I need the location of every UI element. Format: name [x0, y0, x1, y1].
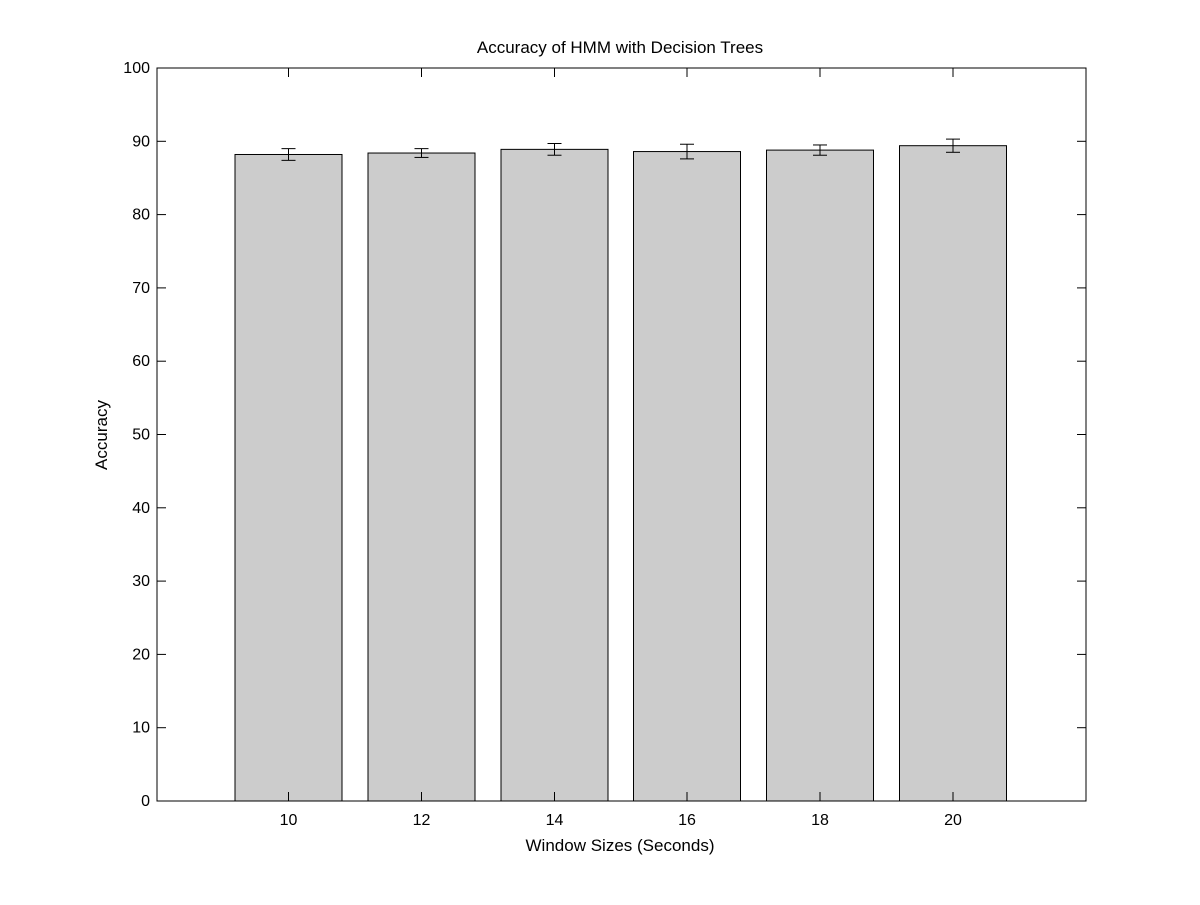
- bar-16: [633, 151, 741, 802]
- y-tick-label: 0: [141, 793, 150, 810]
- bar-20: [899, 145, 1007, 802]
- y-tick-label: 90: [132, 133, 150, 150]
- y-tick-label: 100: [123, 60, 150, 77]
- y-tick-label: 30: [132, 573, 150, 590]
- y-axis: 0 10 20 30 40 50 60 70 80 90 100: [123, 60, 1086, 810]
- x-tick-label: 20: [944, 812, 962, 829]
- chart-title: Accuracy of HMM with Decision Trees: [477, 38, 763, 57]
- y-tick-label: 60: [132, 353, 150, 370]
- y-tick-label: 10: [132, 720, 150, 737]
- bar-14: [500, 148, 609, 802]
- y-tick-label: 80: [132, 207, 150, 224]
- error-bar-12: [414, 148, 429, 158]
- x-tick-label: 14: [546, 812, 564, 829]
- y-axis-label: Accuracy: [92, 400, 111, 470]
- error-bar-10: [281, 148, 296, 161]
- y-tick-label: 50: [132, 427, 150, 444]
- error-bar-20: [946, 138, 960, 153]
- x-axis: 10 12 14 16 18 20: [280, 68, 962, 829]
- x-tick-label: 12: [413, 812, 431, 829]
- error-bar-14: [547, 142, 562, 156]
- y-tick-label: 70: [132, 280, 150, 297]
- x-tick-label: 10: [280, 812, 298, 829]
- bar-10: [234, 153, 343, 802]
- bar-18: [766, 149, 874, 802]
- bar-12: [367, 152, 476, 802]
- x-tick-label: 18: [811, 812, 829, 829]
- error-bars-layer: [281, 138, 960, 161]
- y-tick-label: 40: [132, 500, 150, 517]
- x-axis-label: Window Sizes (Seconds): [526, 836, 715, 855]
- error-bar-18: [813, 144, 827, 156]
- bars-layer: [234, 145, 1007, 802]
- y-tick-label: 20: [132, 646, 150, 663]
- x-tick-label: 16: [678, 812, 696, 829]
- error-bar-16: [680, 143, 694, 160]
